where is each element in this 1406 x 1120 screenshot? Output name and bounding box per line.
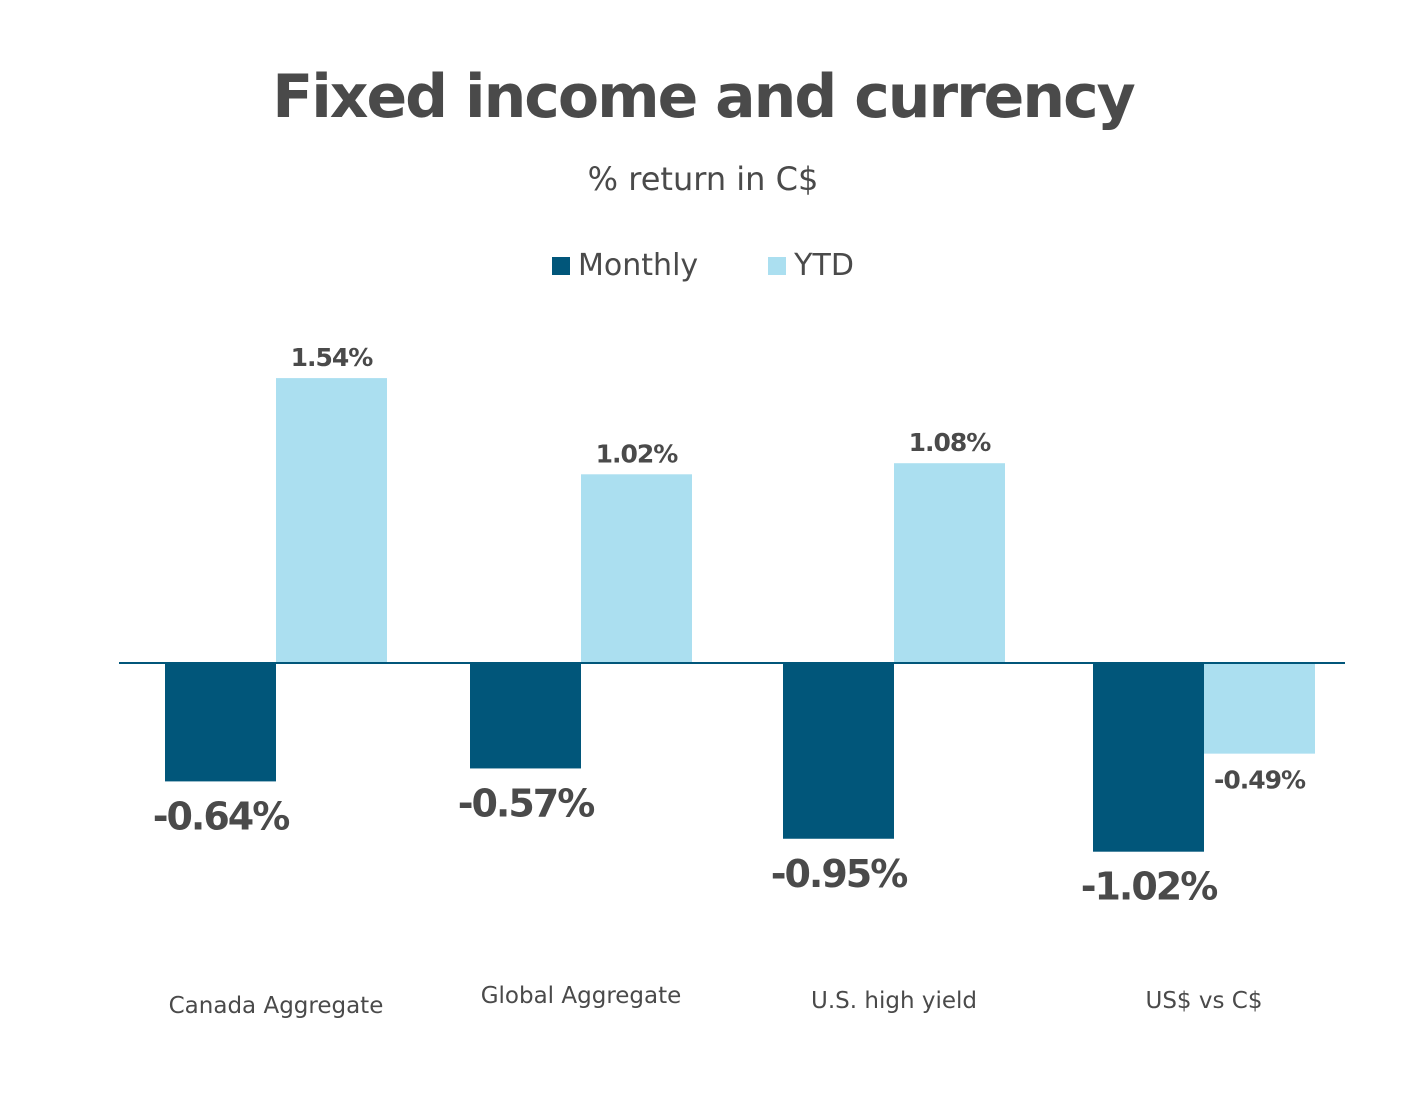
legend-label-monthly: Monthly xyxy=(578,248,699,283)
bar-ytd-1 xyxy=(276,378,387,663)
data-label-monthly-2: -0.57% xyxy=(458,781,595,825)
bar-monthly-4 xyxy=(1093,663,1204,852)
category-label-1: Canada Aggregate xyxy=(169,993,384,1019)
data-label-ytd-3: 1.08% xyxy=(909,428,992,457)
bar-ytd-2 xyxy=(581,474,692,663)
legend-item-ytd: YTD xyxy=(768,248,854,283)
bar-monthly-3 xyxy=(783,663,894,839)
bar-ytd-3 xyxy=(894,463,1005,663)
legend-item-monthly: Monthly xyxy=(552,248,698,283)
bar-monthly-1 xyxy=(165,663,276,782)
legend: Monthly YTD xyxy=(0,248,1406,283)
data-label-ytd-2: 1.02% xyxy=(596,439,679,468)
category-label-2: Global Aggregate xyxy=(481,983,682,1009)
data-label-monthly-1: -0.64% xyxy=(153,794,290,838)
category-label-4: US$ vs C$ xyxy=(1146,988,1263,1014)
bar-ytd-4 xyxy=(1204,663,1315,754)
legend-swatch-monthly xyxy=(552,256,571,275)
data-label-monthly-4: -1.02% xyxy=(1081,865,1218,909)
bar-monthly-2 xyxy=(470,663,581,769)
legend-label-ytd: YTD xyxy=(794,248,854,283)
data-label-ytd-4: -0.49% xyxy=(1214,766,1306,795)
legend-swatch-ytd xyxy=(768,256,787,275)
chart-subtitle: % return in C$ xyxy=(587,160,819,198)
data-label-monthly-3: -0.95% xyxy=(771,852,908,896)
data-label-ytd-1: 1.54% xyxy=(291,343,374,372)
chart-title: Fixed income and currency xyxy=(272,62,1136,132)
category-label-3: U.S. high yield xyxy=(811,988,977,1014)
